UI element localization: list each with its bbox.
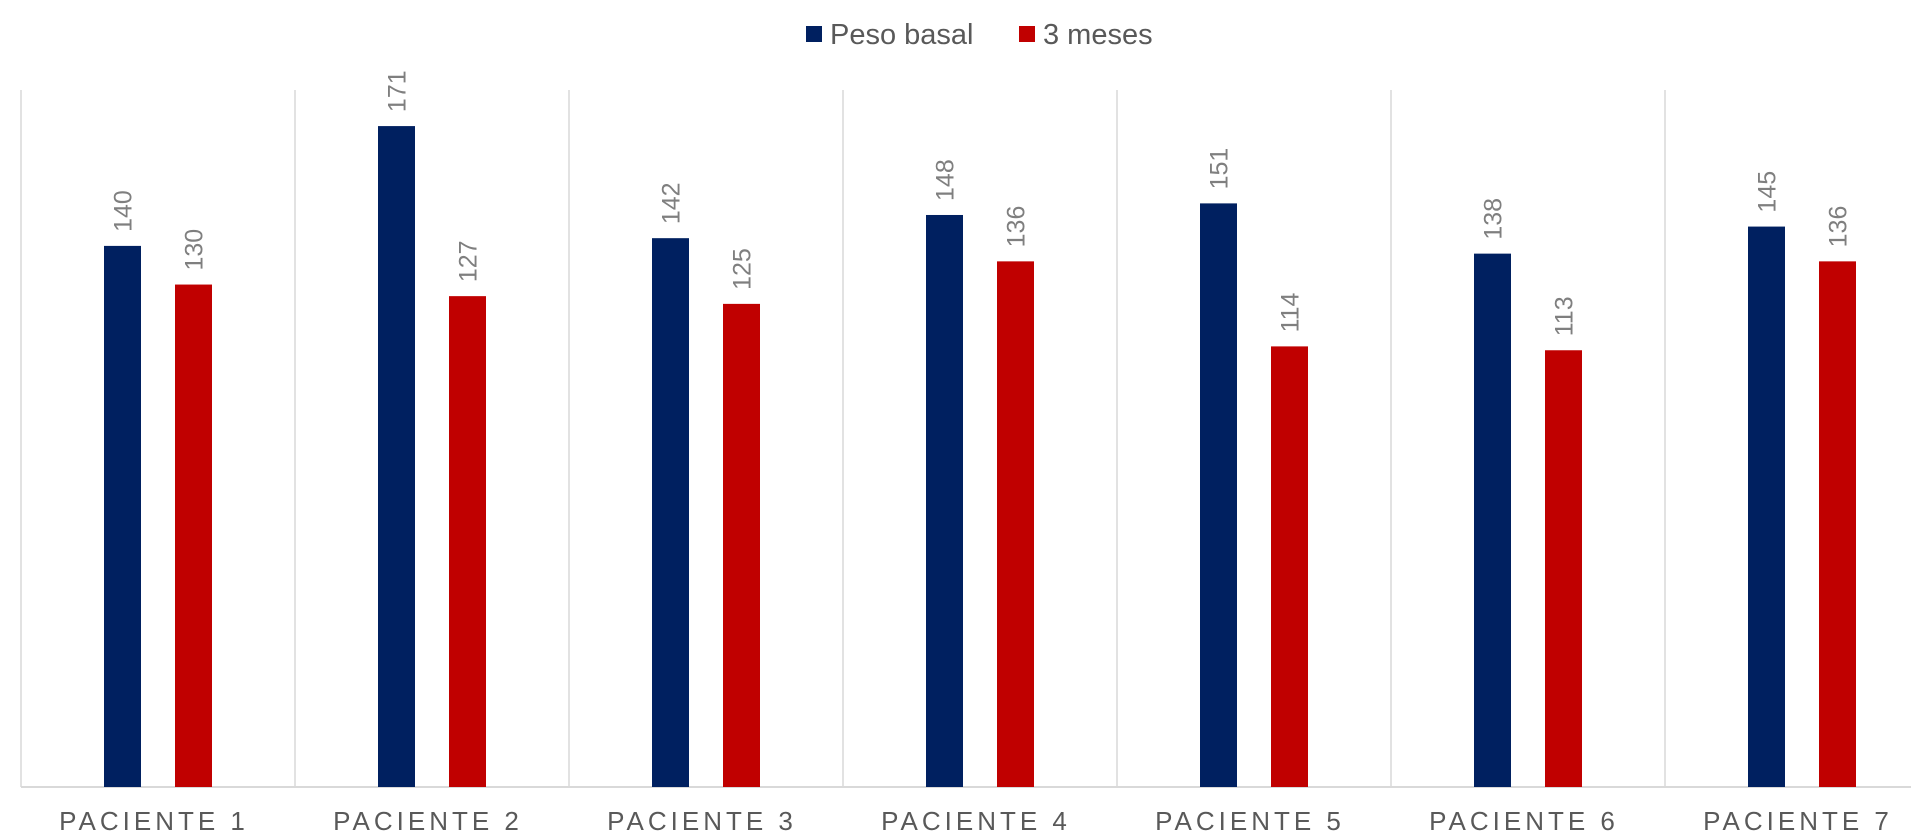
bar-peso-basal-paciente-3 xyxy=(652,238,689,788)
legend-item-3-meses: 3 meses xyxy=(1019,19,1153,51)
data-label-3-meses-paciente-4: 136 xyxy=(1003,206,1031,248)
x-tick-label-paciente-6: PACIENTE 6 xyxy=(1429,806,1619,835)
x-tick-label-paciente-1: PACIENTE 1 xyxy=(59,806,249,835)
data-label-3-meses-paciente-6: 113 xyxy=(1551,296,1579,336)
data-label-peso-basal-paciente-7: 145 xyxy=(1754,171,1782,213)
bar-3-meses-paciente-6 xyxy=(1545,350,1582,787)
bar-peso-basal-paciente-4 xyxy=(926,214,963,788)
legend: Peso basal 3 meses xyxy=(806,19,1153,51)
legend-label-peso-basal: Peso basal xyxy=(830,19,974,51)
bar-3-meses-paciente-5 xyxy=(1271,346,1308,787)
data-label-3-meses-paciente-5: 114 xyxy=(1277,292,1305,332)
bar-3-meses-paciente-2 xyxy=(449,296,486,787)
data-label-3-meses-paciente-7: 136 xyxy=(1825,206,1853,248)
bar-peso-basal-paciente-5 xyxy=(1200,203,1237,787)
legend-swatch-3-meses xyxy=(1019,26,1035,42)
bar-peso-basal-paciente-7 xyxy=(1748,226,1785,787)
data-label-3-meses-paciente-2: 127 xyxy=(455,240,483,282)
data-label-peso-basal-paciente-3: 142 xyxy=(658,182,686,224)
data-label-peso-basal-paciente-2: 171 xyxy=(384,70,412,112)
x-tick-label-paciente-7: PACIENTE 7 xyxy=(1703,806,1893,835)
data-labels: 140 171 142 148 151 138 145 130 127 125 136 114 113 1… xyxy=(110,70,1853,336)
data-label-3-meses-paciente-1: 130 xyxy=(181,229,209,271)
x-axis-ticks: PACIENTE 1 PACIENTE 2 PACIENTE 3 PACIENTE 4… xyxy=(59,806,1893,835)
data-label-peso-basal-paciente-4: 148 xyxy=(932,159,960,201)
legend-item-peso-basal: Peso basal xyxy=(806,19,974,51)
bar-3-meses-paciente-1 xyxy=(175,284,212,787)
data-label-peso-basal-paciente-1: 140 xyxy=(110,190,138,232)
bar-3-meses-paciente-3 xyxy=(723,303,760,787)
grid xyxy=(20,90,1911,788)
bars xyxy=(104,126,1856,788)
data-label-3-meses-paciente-3: 125 xyxy=(729,248,757,290)
bar-peso-basal-paciente-2 xyxy=(378,126,415,787)
x-tick-label-paciente-3: PACIENTE 3 xyxy=(607,806,797,835)
x-tick-label-paciente-5: PACIENTE 5 xyxy=(1155,806,1345,835)
bar-3-meses-paciente-4 xyxy=(997,261,1034,787)
bar-peso-basal-paciente-1 xyxy=(104,245,141,787)
x-tick-label-paciente-4: PACIENTE 4 xyxy=(881,806,1071,835)
legend-swatch-peso-basal xyxy=(806,26,822,42)
data-label-peso-basal-paciente-5: 151 xyxy=(1206,148,1234,190)
bar-peso-basal-paciente-6 xyxy=(1474,253,1511,787)
legend-label-3-meses: 3 meses xyxy=(1043,19,1153,51)
x-tick-label-paciente-2: PACIENTE 2 xyxy=(333,806,523,835)
bar-3-meses-paciente-7 xyxy=(1819,261,1856,787)
data-label-peso-basal-paciente-6: 138 xyxy=(1480,198,1508,240)
